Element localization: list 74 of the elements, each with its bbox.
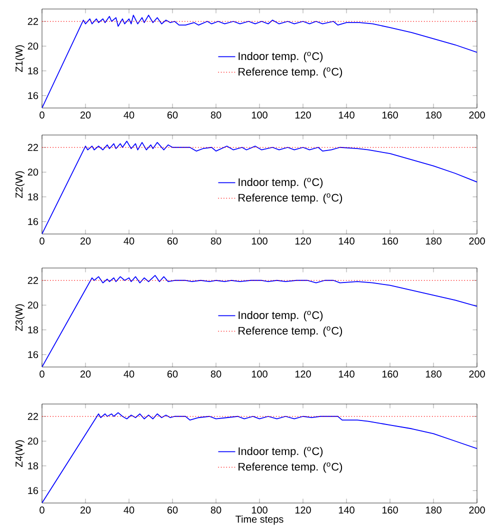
x-tick-label: 40: [124, 112, 134, 119]
x-tick-label: 80: [210, 112, 222, 119]
y-tick-label: 20: [28, 302, 38, 309]
x-tick-label: 180: [426, 506, 442, 514]
x-tick-label: 60: [167, 370, 178, 378]
y-tick-label: 20: [28, 42, 38, 50]
x-tick-label: 0: [40, 112, 44, 119]
y-tick-label: 16: [28, 92, 38, 100]
x-tick-label: 200: [469, 238, 485, 245]
x-tick-label: 40: [124, 506, 134, 514]
y-axis-title: Z2(W): [15, 171, 25, 198]
x-tick-label: 80: [210, 370, 222, 378]
legend-label: Reference temp. ($^{o}$C): [238, 462, 342, 473]
x-tick-label: 80: [210, 506, 222, 514]
x-tick-label: 140: [338, 506, 354, 514]
x-tick-label: 40: [124, 238, 134, 245]
x-tick-label: 20: [80, 112, 91, 119]
y-tick-label: 16: [28, 218, 38, 226]
x-tick-label: 140: [338, 238, 354, 245]
y-tick-label: 22: [28, 412, 38, 420]
x-tick-label: 120: [295, 238, 311, 245]
y-axis-title: Z4(W): [15, 440, 25, 468]
y-tick-label: 18: [28, 326, 38, 334]
y-tick-label: 22: [28, 144, 38, 151]
y-tick-label: 20: [28, 438, 38, 445]
y-tick-label: 18: [28, 462, 38, 470]
x-tick-label: 180: [426, 238, 442, 245]
x-tick-label: 200: [469, 506, 485, 514]
x-tick-label: 120: [295, 112, 311, 119]
y-tick-label: 18: [28, 193, 38, 200]
x-tick-label: 160: [382, 370, 398, 378]
y-tick-label: 22: [28, 276, 38, 284]
x-tick-label: 160: [382, 238, 398, 245]
x-tick-label: 100: [252, 506, 268, 514]
x-tick-label: 80: [210, 238, 222, 245]
y-tick-label: 22: [28, 18, 38, 25]
x-tick-label: 20: [80, 238, 91, 245]
x-tick-label: 160: [382, 112, 398, 119]
x-axis-title: Time steps: [236, 515, 284, 525]
x-tick-label: 20: [80, 370, 91, 378]
legend-label: Indoor temp. ($^{o}$C): [238, 52, 323, 62]
y-tick-label: 18: [28, 67, 38, 74]
y-tick-label: 20: [28, 168, 38, 176]
x-tick-label: 40: [124, 370, 134, 378]
line-series: [42, 412, 478, 503]
legend-label: Indoor temp. ($^{o}$C): [238, 446, 323, 458]
y-axis-title: Z3(W): [15, 304, 25, 332]
legend-label: Indoor temp. ($^{o}$C): [238, 178, 323, 188]
x-tick-label: 120: [295, 506, 311, 514]
x-tick-label: 0: [40, 370, 44, 378]
x-tick-label: 140: [338, 370, 354, 378]
x-tick-label: 20: [80, 506, 91, 514]
x-tick-label: 100: [252, 112, 268, 119]
x-tick-label: 120: [295, 370, 311, 378]
x-tick-label: 180: [426, 112, 442, 119]
x-tick-label: 200: [469, 370, 485, 378]
x-tick-label: 0: [40, 506, 44, 514]
legend-label: Indoor temp. ($^{o}$C): [238, 310, 323, 322]
x-tick-label: 100: [252, 370, 268, 378]
x-tick-label: 140: [338, 112, 354, 119]
legend-label: Reference temp. ($^{o}$C): [238, 193, 342, 204]
x-tick-label: 200: [469, 112, 485, 119]
x-tick-label: 60: [167, 238, 178, 245]
x-tick-label: 0: [40, 238, 44, 245]
legend-label: Reference temp. ($^{o}$C): [238, 326, 342, 337]
x-tick-label: 60: [167, 506, 178, 514]
y-tick-label: 16: [28, 351, 38, 358]
y-tick-label: 16: [28, 487, 38, 494]
legend-label: Reference temp. ($^{o}$C): [238, 67, 342, 78]
x-tick-label: 160: [382, 506, 398, 514]
x-tick-label: 60: [167, 112, 178, 119]
x-tick-label: 100: [252, 238, 268, 245]
y-axis-title: Z1(W): [15, 45, 25, 72]
x-tick-label: 180: [426, 370, 442, 378]
